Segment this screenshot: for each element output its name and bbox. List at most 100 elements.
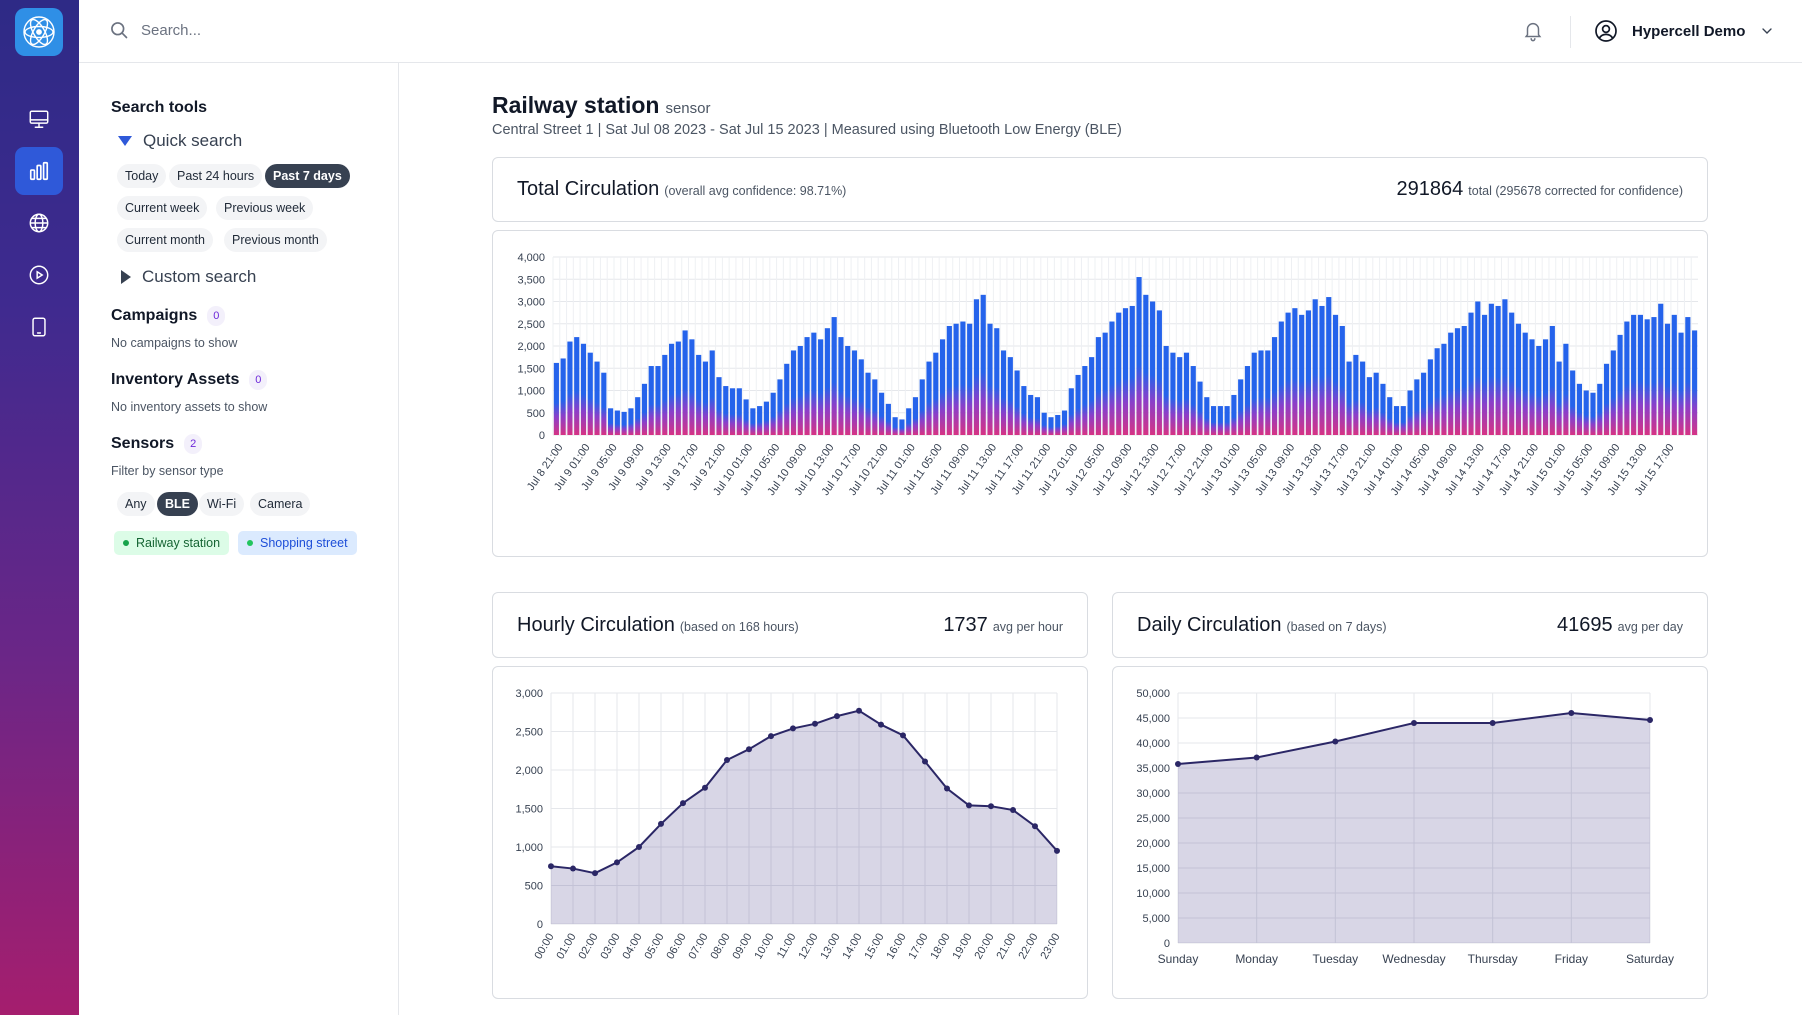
total-circulation-header: Total Circulation (overall avg confidenc… <box>492 157 1708 222</box>
data-point <box>1032 823 1038 830</box>
y-tick-label: 10,000 <box>1136 888 1170 900</box>
data-point <box>834 713 840 720</box>
sensor-tag-shopping-street[interactable]: Shopping street <box>238 531 357 555</box>
chip-current-week[interactable]: Current week <box>117 196 208 220</box>
bar <box>1583 390 1589 435</box>
bar <box>1529 339 1535 435</box>
y-tick-label: 500 <box>525 881 543 893</box>
daily-circulation-value-note: avg per day <box>1617 619 1683 634</box>
bar <box>1495 305 1501 435</box>
bar <box>1299 314 1305 435</box>
bar <box>1292 308 1298 435</box>
notifications-button[interactable] <box>1522 20 1544 47</box>
bar <box>1075 374 1081 435</box>
search-input[interactable] <box>141 21 461 39</box>
nav-media[interactable] <box>15 251 63 299</box>
bar <box>1597 383 1603 435</box>
x-tick-label: 19:00 <box>950 932 974 962</box>
bar <box>1461 325 1467 435</box>
chip-past-24-hours[interactable]: Past 24 hours <box>169 164 263 188</box>
nav-map[interactable] <box>15 199 63 247</box>
sensor-type-camera[interactable]: Camera <box>250 492 311 516</box>
bar <box>567 341 573 435</box>
chip-current-month[interactable]: Current month <box>117 228 213 252</box>
bar <box>777 379 783 435</box>
data-point <box>658 820 664 827</box>
data-point <box>900 732 906 739</box>
x-tick-label: 16:00 <box>884 932 908 962</box>
x-tick-label: Thursday <box>1468 952 1518 966</box>
x-tick-label: 08:00 <box>708 932 732 962</box>
sensor-type-ble[interactable]: BLE <box>157 492 198 516</box>
data-point <box>944 785 950 792</box>
nav-devices[interactable] <box>15 303 63 351</box>
daily-circulation-chart-card: 0 5,000 10,000 15,000 20,000 25,000 30,000 35,0… <box>1112 666 1708 999</box>
bar <box>879 392 885 435</box>
bar <box>1271 337 1278 435</box>
data-point <box>636 844 642 850</box>
sensor-tag-label: Railway station <box>136 536 221 550</box>
bar <box>757 406 763 435</box>
data-point <box>1010 807 1016 814</box>
bar <box>946 325 952 435</box>
bar <box>872 379 878 435</box>
hourly-circulation-value-note: avg per hour <box>992 619 1063 634</box>
x-tick-label: 17:00 <box>906 932 930 962</box>
bell-icon <box>1524 23 1542 42</box>
quick-search-toggle[interactable]: Quick search <box>117 131 242 151</box>
sensor-tag-railway-station[interactable]: Railway station <box>114 531 230 555</box>
bar <box>1454 328 1461 435</box>
bar <box>770 392 776 435</box>
bar <box>1055 414 1061 435</box>
bar <box>1515 323 1522 435</box>
user-menu[interactable]: Hypercell Demo <box>1594 19 1775 43</box>
bar <box>1258 350 1264 435</box>
bar <box>1441 343 1447 435</box>
bar <box>865 372 871 435</box>
x-tick-label: 02:00 <box>576 932 600 962</box>
x-tick-label: 00:00 <box>532 932 556 962</box>
bar <box>1082 366 1088 435</box>
sensor-dot <box>247 540 253 546</box>
data-point <box>1332 738 1339 745</box>
bar <box>1244 366 1251 435</box>
bar <box>696 354 702 435</box>
bar <box>824 328 830 435</box>
bar <box>1265 350 1271 435</box>
x-tick-label: 20:00 <box>972 932 996 962</box>
custom-search-toggle[interactable]: Custom search <box>120 267 256 287</box>
nav-dashboard[interactable] <box>15 95 63 143</box>
bar <box>1204 397 1210 435</box>
bar <box>1692 330 1698 435</box>
nav-analytics[interactable] <box>15 147 63 195</box>
bar <box>1488 303 1494 435</box>
y-tick-label: 40,000 <box>1136 738 1170 750</box>
total-circulation-title: Total Circulation <box>517 178 660 200</box>
bar <box>784 363 790 435</box>
x-tick-label: 15:00 <box>862 932 886 962</box>
y-tick-label: 500 <box>527 408 545 420</box>
y-tick-label: 1,500 <box>517 363 545 375</box>
bar <box>987 323 993 435</box>
data-point <box>878 721 884 728</box>
chip-past-7-days[interactable]: Past 7 days <box>265 164 350 188</box>
bar <box>1549 325 1555 435</box>
bar <box>845 346 851 435</box>
bar <box>553 362 559 435</box>
monitor-icon <box>29 110 49 128</box>
y-tick-label: 0 <box>539 430 545 442</box>
chip-previous-month[interactable]: Previous month <box>224 228 327 252</box>
app-logo[interactable] <box>15 8 63 56</box>
bar <box>1224 406 1230 435</box>
bar <box>1468 312 1474 435</box>
search-icon <box>111 22 128 39</box>
sensor-type-wifi[interactable]: Wi-Fi <box>199 492 245 516</box>
chip-today[interactable]: Today <box>117 164 167 188</box>
chip-previous-week[interactable]: Previous week <box>216 196 314 220</box>
series-line <box>550 709 1058 875</box>
x-tick-label: 05:00 <box>642 932 666 962</box>
sensor-type-any[interactable]: Any <box>117 492 155 516</box>
bar <box>804 337 810 435</box>
bar <box>662 354 668 435</box>
campaigns-count-badge: 0 <box>207 306 226 326</box>
